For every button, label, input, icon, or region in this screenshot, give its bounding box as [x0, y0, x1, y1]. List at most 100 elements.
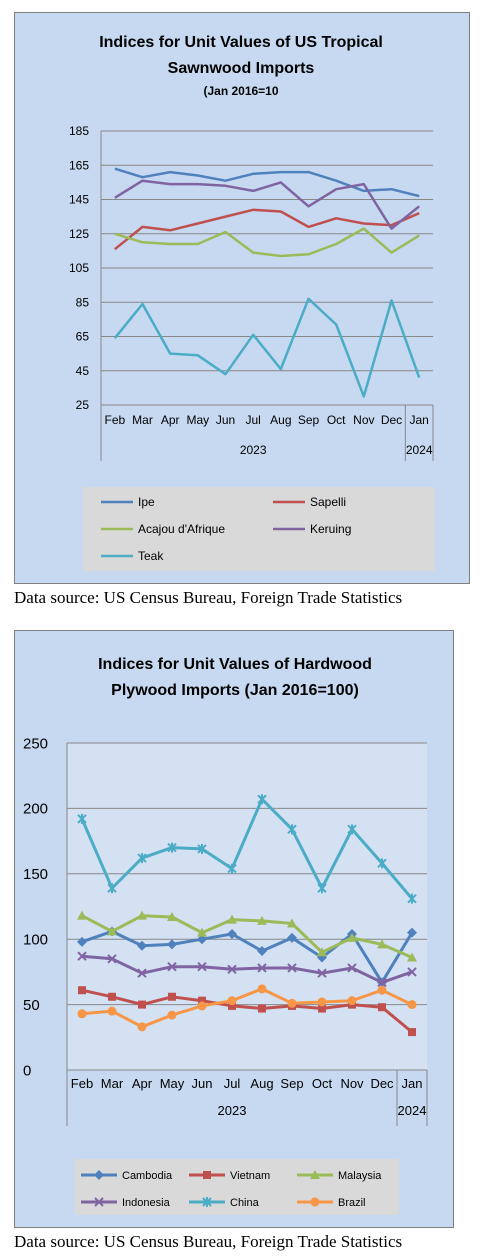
data-point: [347, 932, 357, 942]
data-point: [137, 1022, 147, 1032]
data-point: [287, 932, 297, 943]
data-point: [197, 1001, 207, 1011]
series-line: [114, 179, 420, 230]
legend-label: Malaysia: [338, 1170, 382, 1182]
data-point: [317, 883, 327, 894]
data-point: [408, 1028, 416, 1037]
data-point: [167, 1010, 177, 1020]
series-line: [80, 797, 414, 900]
legend-box: [75, 1159, 399, 1215]
data-point: [378, 1003, 386, 1012]
year-label: 2024: [398, 1103, 427, 1118]
data-point: [407, 952, 417, 962]
data-point: [94, 1170, 104, 1180]
data-point: [107, 883, 117, 894]
x-tick-label: Jan: [402, 1076, 423, 1091]
x-tick-label: May: [160, 1076, 185, 1091]
data-point: [94, 1197, 104, 1207]
series-china: [77, 794, 417, 904]
data-point: [138, 1000, 146, 1009]
x-tick-label: Mar: [132, 413, 153, 427]
data-point: [168, 992, 176, 1001]
x-tick-label: Aug: [270, 413, 291, 427]
chart-title: Sawnwood Imports: [168, 60, 315, 77]
data-point: [107, 954, 117, 964]
y-tick-label: 25: [76, 398, 90, 412]
legend-label: Teak: [138, 549, 164, 563]
data-point: [257, 963, 267, 973]
y-tick-label: 0: [23, 1062, 31, 1079]
legend-item: Malaysia: [297, 1170, 382, 1182]
legend-item: Cambodia: [81, 1170, 173, 1182]
data-point: [317, 947, 327, 957]
sawnwood-chart: Indices for Unit Values of US Tropical Sa…: [69, 34, 435, 571]
x-tick-label: Feb: [71, 1076, 93, 1091]
x-tick-label: Jul: [224, 1076, 241, 1091]
legend-item: Acajou d'Afrique: [101, 522, 225, 536]
x-tick-label: Feb: [104, 413, 125, 427]
data-point: [347, 824, 357, 835]
series-indonesia: [77, 951, 417, 988]
chart-title: Plywood Imports (Jan 2016=100): [111, 682, 359, 699]
data-source-caption: Data source: US Census Bureau, Foreign T…: [14, 1232, 403, 1251]
data-point: [77, 813, 87, 824]
data-point: [310, 1197, 320, 1207]
year-label: 2023: [218, 1103, 247, 1118]
data-point: [318, 1004, 326, 1013]
y-tick-label: 105: [69, 261, 89, 275]
series-acajou-d-afrique: [114, 227, 420, 258]
legend-label: Sapelli: [310, 495, 346, 509]
series-line: [81, 954, 413, 984]
data-point: [407, 893, 417, 904]
data-point: [317, 952, 327, 963]
x-tick-label: Nov: [353, 413, 374, 427]
x-tick-label: Oct: [327, 413, 346, 427]
legend-label: Cambodia: [122, 1170, 173, 1182]
series-line: [81, 929, 414, 984]
data-point: [107, 1006, 117, 1016]
legend-label: Ipe: [138, 495, 155, 509]
data-point: [287, 998, 297, 1008]
data-point: [227, 928, 237, 939]
year-label: 2023: [240, 443, 267, 457]
data-point: [287, 824, 297, 835]
legend-item: Ipe: [101, 495, 155, 509]
series-teak: [113, 297, 421, 398]
data-point: [317, 968, 327, 978]
legend-label: Acajou d'Afrique: [138, 522, 225, 536]
x-tick-label: Oct: [312, 1076, 333, 1091]
x-tick-label: Sep: [280, 1076, 303, 1091]
series-sapelli: [114, 208, 420, 251]
data-point: [197, 961, 207, 972]
x-tick-label: Apr: [132, 1076, 153, 1091]
data-point: [407, 927, 417, 938]
legend-item: Keruing: [273, 522, 351, 536]
data-point: [77, 951, 87, 961]
y-tick-label: 145: [69, 193, 89, 207]
legend-item: China: [189, 1197, 260, 1209]
x-tick-label: Sep: [298, 413, 320, 427]
data-point: [137, 968, 147, 978]
plywood-chart: Indices for Unit Values of Hardwood Plywo…: [23, 656, 428, 1215]
y-tick-label: 185: [69, 124, 89, 138]
legend-label: Indonesia: [122, 1197, 171, 1209]
data-point: [310, 1170, 320, 1179]
series-line: [81, 987, 413, 1029]
legend-item: Vietnam: [189, 1170, 270, 1182]
data-point: [377, 977, 387, 988]
chart-title: Indices for Unit Values of US Tropical: [99, 34, 383, 51]
legend-label: China: [230, 1197, 260, 1209]
series-line: [114, 208, 420, 251]
x-tick-label: Aug: [250, 1076, 273, 1091]
data-point: [257, 794, 267, 805]
series-line: [114, 227, 420, 258]
y-tick-label: 65: [76, 330, 90, 344]
series-line: [81, 988, 413, 1034]
data-point: [377, 858, 387, 869]
data-point: [377, 985, 387, 995]
series-line: [113, 297, 421, 398]
data-point: [317, 997, 327, 1007]
data-point: [227, 996, 237, 1006]
year-label: 2024: [406, 443, 433, 457]
legend-box: [83, 487, 435, 571]
